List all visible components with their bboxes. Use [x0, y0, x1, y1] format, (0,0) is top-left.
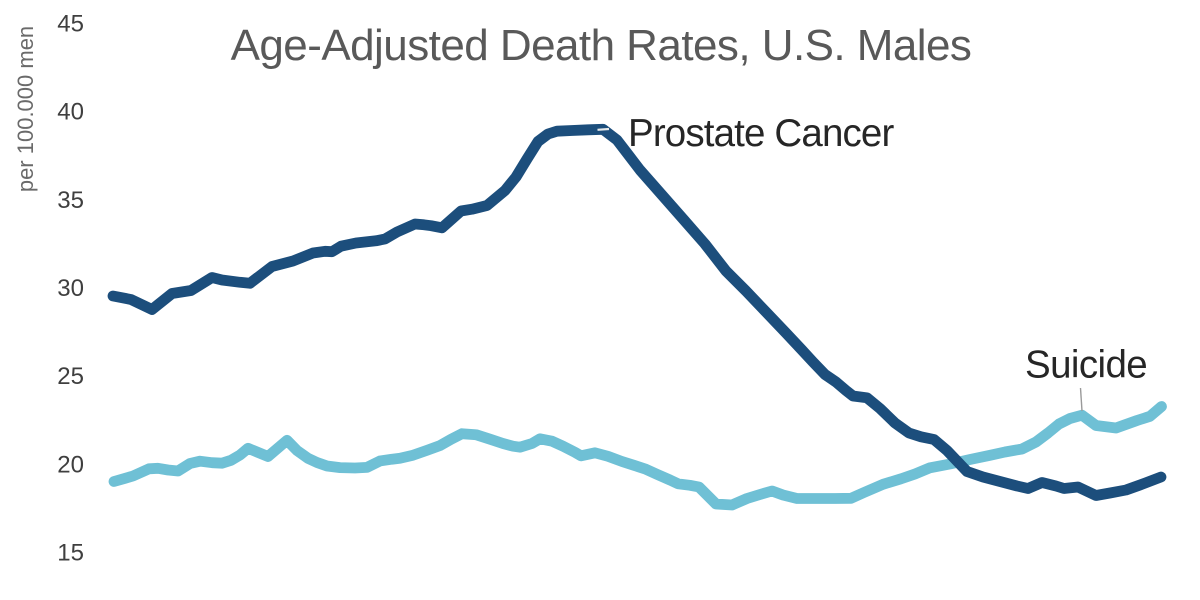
svg-text:40: 40 [57, 99, 84, 126]
svg-text:Prostate Cancer: Prostate Cancer [628, 112, 894, 155]
svg-text:Suicide: Suicide [1025, 344, 1147, 387]
svg-text:30: 30 [57, 275, 84, 302]
svg-text:25: 25 [57, 363, 84, 390]
svg-text:Age-Adjusted Death Rates, U.S.: Age-Adjusted Death Rates, U.S. Males [231, 21, 972, 70]
svg-text:45: 45 [57, 10, 84, 37]
svg-text:15: 15 [57, 540, 84, 567]
svg-text:35: 35 [57, 187, 84, 214]
svg-text:20: 20 [57, 451, 84, 478]
svg-text:per 100.000 men: per 100.000 men [13, 26, 38, 192]
